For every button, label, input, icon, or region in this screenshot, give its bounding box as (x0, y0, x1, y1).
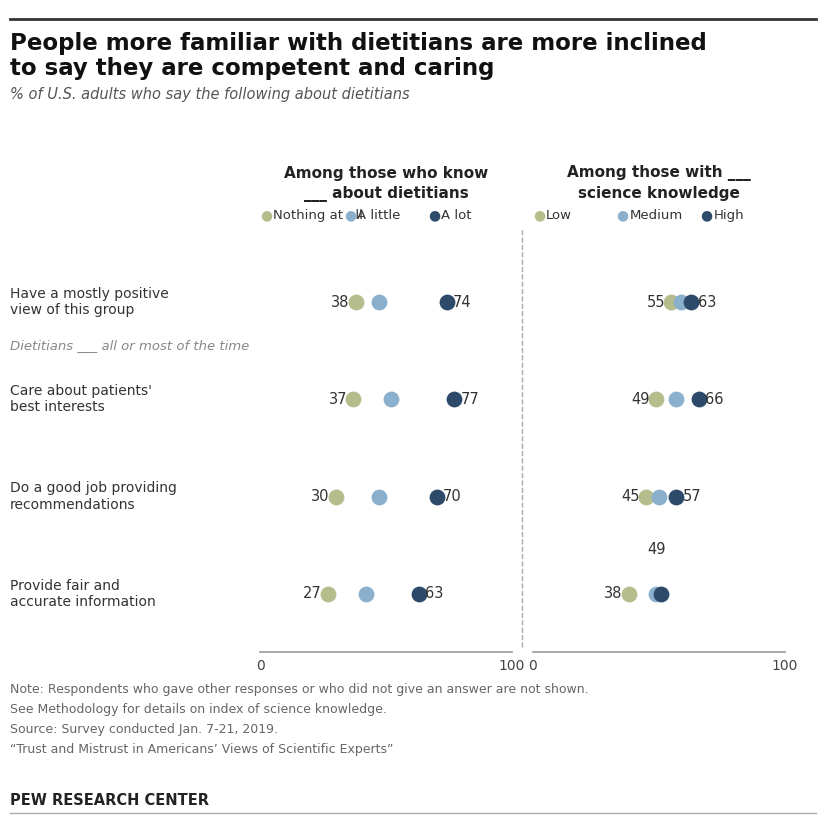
Text: 63: 63 (698, 294, 716, 309)
Text: ●: ● (344, 209, 356, 222)
Text: 70: 70 (443, 489, 462, 504)
Point (430, 490, 444, 503)
Text: 63: 63 (425, 586, 444, 601)
Text: A little: A little (358, 209, 401, 222)
Text: See Methodology for details on index of science knowledge.: See Methodology for details on index of … (10, 703, 387, 716)
Point (347, 393, 360, 406)
Point (685, 295, 698, 308)
Text: 49: 49 (631, 392, 650, 407)
Text: ●: ● (533, 209, 545, 222)
Point (321, 587, 335, 600)
Text: ●: ● (428, 209, 440, 222)
Text: 49: 49 (647, 542, 666, 557)
Point (349, 295, 363, 308)
Text: % of U.S. adults who say the following about dietitians: % of U.S. adults who say the following a… (10, 87, 410, 102)
Point (649, 393, 662, 406)
Text: 45: 45 (621, 489, 640, 504)
Text: 27: 27 (303, 586, 322, 601)
Text: 66: 66 (705, 392, 724, 407)
Text: Medium: Medium (630, 209, 683, 222)
Text: People more familiar with dietitians are more inclined: People more familiar with dietitians are… (10, 32, 707, 55)
Text: 57: 57 (682, 489, 701, 504)
Point (329, 490, 343, 503)
Text: Source: Survey conducted Jan. 7-21, 2019.: Source: Survey conducted Jan. 7-21, 2019… (10, 723, 278, 737)
Text: PEW RESEARCH CENTER: PEW RESEARCH CENTER (10, 793, 209, 808)
Point (412, 587, 425, 600)
Point (655, 587, 668, 600)
Text: 55: 55 (647, 294, 665, 309)
Point (670, 393, 683, 406)
Text: science knowledge: science knowledge (578, 186, 739, 201)
Text: A lot: A lot (441, 209, 472, 222)
Text: Provide fair and
accurate information: Provide fair and accurate information (10, 579, 155, 609)
Text: to say they are competent and caring: to say they are competent and caring (10, 57, 494, 80)
Text: Have a mostly positive
view of this group: Have a mostly positive view of this grou… (10, 287, 169, 317)
Text: “Trust and Mistrust in Americans’ Views of Scientific Experts”: “Trust and Mistrust in Americans’ Views … (10, 743, 393, 757)
Text: 38: 38 (604, 586, 622, 601)
Text: 74: 74 (453, 294, 472, 309)
Point (639, 490, 653, 503)
Point (440, 295, 453, 308)
Point (665, 295, 678, 308)
Text: 37: 37 (329, 392, 347, 407)
Text: ●: ● (260, 209, 273, 222)
Text: High: High (714, 209, 744, 222)
Point (372, 490, 385, 503)
Text: Low: Low (546, 209, 572, 222)
Point (652, 490, 665, 503)
Point (692, 393, 705, 406)
Point (385, 393, 398, 406)
Text: Among those with ___: Among those with ___ (567, 165, 751, 181)
Text: Dietitians ___ all or most of the time: Dietitians ___ all or most of the time (10, 339, 249, 352)
Text: ●: ● (617, 209, 629, 222)
Point (359, 587, 373, 600)
Point (675, 295, 688, 308)
Text: 30: 30 (311, 489, 330, 504)
Point (372, 295, 385, 308)
Point (622, 587, 635, 600)
Text: Care about patients'
best interests: Care about patients' best interests (10, 385, 152, 415)
Text: ___ about dietitians: ___ about dietitians (304, 186, 468, 202)
Text: Note: Respondents who gave other responses or who did not give an answer are not: Note: Respondents who gave other respons… (10, 683, 589, 696)
Text: ●: ● (700, 209, 713, 222)
Text: Nothing at all: Nothing at all (273, 209, 363, 222)
Point (649, 587, 662, 600)
Text: Do a good job providing
recommendations: Do a good job providing recommendations (10, 482, 177, 512)
Text: Among those who know: Among those who know (284, 166, 488, 181)
Point (670, 490, 683, 503)
Text: 77: 77 (460, 392, 479, 407)
Text: 38: 38 (331, 294, 349, 309)
Point (448, 393, 461, 406)
